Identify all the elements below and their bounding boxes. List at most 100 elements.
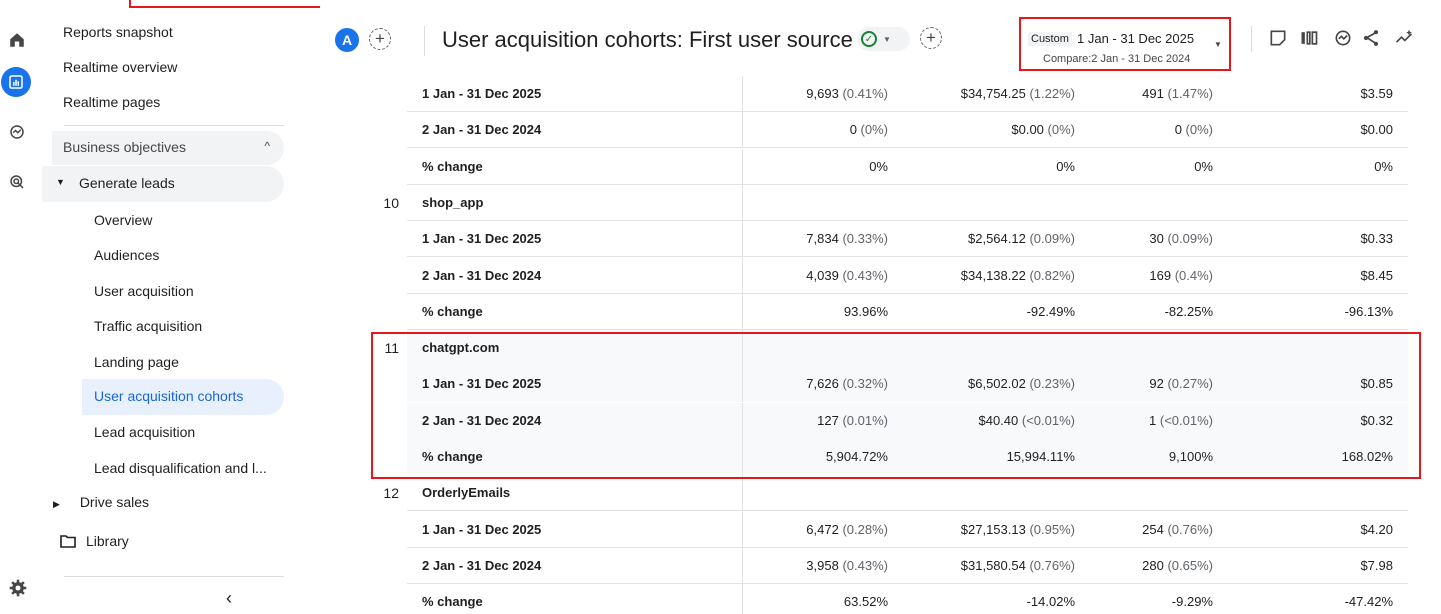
row-index xyxy=(363,439,407,475)
row-label: % change xyxy=(407,148,743,185)
nav-library[interactable]: Library xyxy=(60,533,129,549)
metric-percent: (0.76%) xyxy=(1167,521,1213,537)
nav-item-user-acquisition-cohorts[interactable]: User acquisition cohorts xyxy=(82,379,284,415)
library-label: Library xyxy=(86,533,129,549)
metric-percent: (0%) xyxy=(1047,122,1075,138)
metric-value: $2,564.12 xyxy=(968,231,1026,247)
nav-item-audiences[interactable]: Audiences xyxy=(94,247,160,263)
metric-cell-3: 0 (0%) xyxy=(1075,112,1213,148)
metric-cell-2: $34,754.25 (1.22%) xyxy=(888,76,1075,112)
metric-percent: (0.43%) xyxy=(842,267,888,283)
nav-item-lead-acquisition[interactable]: Lead acquisition xyxy=(94,424,196,440)
metric-value: 30 xyxy=(1149,231,1164,247)
caret-down-icon: ▼ xyxy=(56,177,65,187)
insights-icon[interactable] xyxy=(1332,27,1354,49)
nav-item-user-acquisition[interactable]: User acquisition xyxy=(94,283,194,299)
nav-item-lead-disqualification[interactable]: Lead disqualification and l... xyxy=(94,460,267,476)
home-icon[interactable] xyxy=(3,26,31,54)
chevron-up-icon: ^ xyxy=(264,139,270,153)
metric-percent: (1.22%) xyxy=(1029,86,1075,101)
metric-percent: (0.33%) xyxy=(842,231,888,247)
row-label[interactable]: OrderlyEmails xyxy=(407,475,743,512)
metric-value: 168.02% xyxy=(1341,449,1393,464)
metric-percent: (0.76%) xyxy=(1029,557,1075,573)
nav-section-label: Business objectives xyxy=(63,139,186,155)
row-index-value: 12 xyxy=(383,485,399,502)
caret-down-icon: ▼ xyxy=(1214,40,1222,49)
metric-value: $31,580.54 xyxy=(960,557,1026,573)
metric-cell-1 xyxy=(743,475,888,511)
row-label: % change xyxy=(407,293,743,330)
row-index xyxy=(363,221,407,258)
metric-cell-2: $0.00 (0%) xyxy=(888,112,1075,148)
row-label-text: % change xyxy=(422,158,483,174)
metric-percent: (0%) xyxy=(1185,122,1213,138)
row-label: % change xyxy=(407,439,743,475)
nav-reports-snapshot[interactable]: Reports snapshot xyxy=(63,24,173,40)
metric-cell-2: $6,502.02 (0.23%) xyxy=(888,366,1075,403)
metric-percent: (1.47%) xyxy=(1167,86,1213,101)
explore-icon[interactable] xyxy=(3,118,31,146)
row-label[interactable]: chatgpt.com xyxy=(407,330,743,367)
add-filter-icon[interactable]: + xyxy=(920,27,942,49)
row-label: 2 Jan - 31 Dec 2024 xyxy=(407,257,743,294)
metric-value: -92.49% xyxy=(1026,303,1075,319)
metric-value: $40.40 xyxy=(978,412,1019,428)
metric-value: 254 xyxy=(1142,521,1164,537)
table-group-row: 12 OrderlyEmails xyxy=(363,475,1408,512)
nav-group-generate-leads[interactable]: ▼ Generate leads xyxy=(42,166,284,202)
nav-section-business-objectives[interactable]: Business objectives ^ xyxy=(52,131,284,165)
row-index xyxy=(363,547,407,584)
metric-value: $7.98 xyxy=(1360,557,1393,573)
row-label: % change xyxy=(407,584,743,614)
row-label-text: 1 Jan - 31 Dec 2025 xyxy=(422,521,542,537)
row-label-text: 1 Jan - 31 Dec 2025 xyxy=(422,376,542,392)
nav-realtime-overview[interactable]: Realtime overview xyxy=(63,59,178,75)
metric-cell-3 xyxy=(1075,330,1213,367)
nav-item-landing-page[interactable]: Landing page xyxy=(94,354,179,370)
reports-icon[interactable] xyxy=(1,67,31,97)
metric-value: $8.45 xyxy=(1360,267,1393,283)
caret-right-icon: ▶ xyxy=(53,499,60,509)
nav-item-overview[interactable]: Overview xyxy=(94,212,153,228)
metric-cell-4: $3.59 xyxy=(1213,76,1408,112)
check-circle-icon: ✓ xyxy=(861,31,877,47)
metric-percent: (<0.01%) xyxy=(1021,412,1075,428)
metric-value: 93.96% xyxy=(843,303,888,319)
metric-cell-1: 5,904.72% xyxy=(743,439,888,475)
comparison-avatar[interactable]: A xyxy=(335,28,359,52)
metric-percent: (0.65%) xyxy=(1167,557,1213,573)
nav-realtime-pages[interactable]: Realtime pages xyxy=(63,94,161,110)
nav-item-traffic-acquisition[interactable]: Traffic acquisition xyxy=(94,318,203,334)
nav-group-drive-sales[interactable]: ▶ Drive sales xyxy=(53,494,149,510)
report-status-dropdown[interactable]: ✓ ▼ xyxy=(857,27,910,51)
collapse-nav-chevron-icon[interactable]: ‹ xyxy=(226,588,232,608)
nav-divider xyxy=(64,576,284,577)
metric-cell-2: $40.40 (<0.01%) xyxy=(888,402,1075,439)
metric-cell-2: $27,153.13 (0.95%) xyxy=(888,512,1075,548)
row-label-text: 2 Jan - 31 Dec 2024 xyxy=(422,557,542,573)
metric-cell-3: 0% xyxy=(1075,149,1213,185)
metric-cell-3: 30 (0.09%) xyxy=(1075,221,1213,257)
metric-cell-1 xyxy=(743,330,888,367)
metric-cell-1: 7,626 (0.32%) xyxy=(743,366,888,403)
metric-cell-2: $31,580.54 (0.76%) xyxy=(888,548,1075,584)
date-custom-chip: Custom xyxy=(1028,32,1072,46)
metric-cell-2: 0% xyxy=(888,149,1075,185)
metric-cell-2: $2,564.12 (0.09%) xyxy=(888,221,1075,257)
explore-sparkle-icon[interactable] xyxy=(1393,27,1415,49)
row-index xyxy=(363,584,407,614)
metric-cell-4: -47.42% xyxy=(1213,584,1408,614)
compare-columns-icon[interactable] xyxy=(1298,27,1320,49)
annotation-icon[interactable] xyxy=(1267,27,1289,49)
header-divider xyxy=(424,26,425,56)
advertising-icon[interactable] xyxy=(3,168,31,196)
date-range-picker[interactable]: Custom 1 Jan - 31 Dec 2025 Compare:2 Jan… xyxy=(1019,17,1231,71)
row-label[interactable]: shop_app xyxy=(407,184,743,221)
metric-cell-1: 6,472 (0.28%) xyxy=(743,512,888,548)
metric-cell-2: $34,138.22 (0.82%) xyxy=(888,258,1075,294)
page-title: User acquisition cohorts: First user sou… xyxy=(442,27,853,52)
add-comparison-icon[interactable]: + xyxy=(369,28,391,50)
share-icon[interactable] xyxy=(1360,27,1382,49)
settings-gear-icon[interactable] xyxy=(8,578,28,598)
